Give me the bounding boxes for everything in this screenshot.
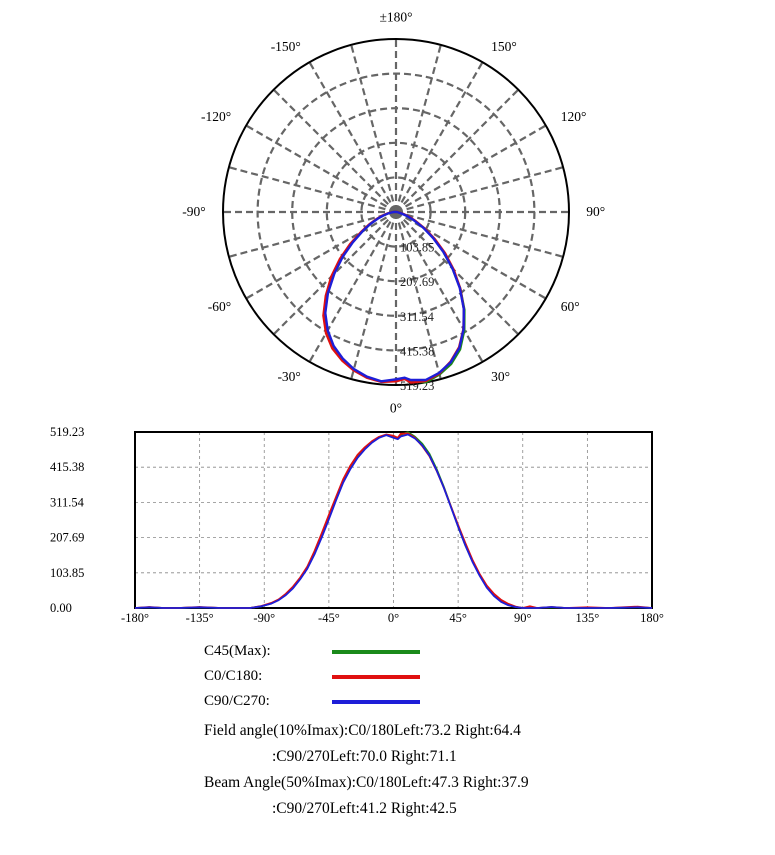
polar-spoke-285 (228, 210, 397, 258)
beam-angle-c0-line: Beam Angle(50%Imax):C0/180Left:47.3 Righ… (204, 774, 529, 791)
polar-spoke-105 (395, 166, 564, 214)
legend-label-c45: C45(Max): (204, 643, 271, 659)
polar-spoke-330 (308, 211, 397, 363)
polar-spoke-345 (350, 211, 398, 380)
legend-item-c45: C45(Max): (204, 640, 664, 665)
polar-radial-label-3: 415.38 (400, 344, 434, 358)
polar-spoke-210 (308, 61, 397, 213)
polar-spoke-150 (395, 61, 484, 213)
polar-spoke-225 (272, 88, 397, 213)
cart-xtick-label-5: 45° (449, 611, 467, 625)
legend-item-c0-c180: C0/C180: (204, 665, 664, 690)
polar-spoke-30 (395, 211, 484, 363)
polar-spoke-15 (394, 211, 442, 380)
polar-spoke-75 (395, 210, 564, 258)
legend-swatch-c0-c180 (332, 675, 420, 679)
polar-spoke-195 (350, 44, 398, 213)
cart-ytick-label-3: 311.54 (50, 495, 85, 509)
field-angle-c90-line: :C90/270Left:70.0 Right:71.1 (272, 748, 457, 765)
polar-angle-label-5: 30° (491, 369, 510, 384)
polar-spoke-135 (395, 88, 520, 213)
legend: C45(Max): C0/C180: C90/C270: (204, 640, 664, 715)
cart-series-1 (134, 432, 653, 609)
polar-series-1 (322, 210, 465, 384)
cart-series-2 (134, 433, 653, 609)
polar-angle-label-1: 150° (491, 39, 517, 54)
polar-series-0 (323, 210, 466, 384)
beam-angle-c90-line: :C90/270Left:41.2 Right:42.5 (272, 800, 457, 817)
polar-angle-label-10: -120° (201, 109, 231, 124)
polar-angle-label-9: -90° (182, 204, 205, 219)
polar-angle-label-11: -150° (271, 39, 301, 54)
cart-ytick-label-4: 415.38 (50, 460, 84, 474)
polar-radial-label-0: 103.85 (400, 241, 434, 255)
polar-spoke-315 (272, 211, 397, 336)
polar-intensity-chart: 103.85207.69311.54415.38519.23±180°150°1… (182, 10, 605, 416)
polar-angle-label-2: 120° (561, 109, 587, 124)
cart-xtick-label-2: -90° (253, 611, 275, 625)
beam-info: Field angle(10%Imax):C0/180Left:73.2 Rig… (204, 718, 529, 822)
polar-spoke-255 (228, 166, 397, 214)
polar-radial-label-2: 311.54 (400, 310, 435, 324)
cart-xtick-label-0: -180° (121, 611, 149, 625)
cartesian-intensity-chart: 0.00 103.85 207.69 311.54 415.38 519.23 -180° -… (50, 425, 664, 625)
legend-label-c90-c270: C90/C270: (204, 693, 270, 709)
field-angle-c0-line: Field angle(10%Imax):C0/180Left:73.2 Rig… (204, 722, 521, 739)
polar-angle-label-8: -60° (208, 299, 231, 314)
polar-spoke-300 (245, 211, 397, 300)
cart-xtick-label-1: -135° (186, 611, 214, 625)
polar-spoke-120 (395, 124, 547, 213)
cart-xtick-label-7: 135° (576, 611, 600, 625)
polar-radial-label-1: 207.69 (400, 275, 434, 289)
polar-spoke-165 (394, 44, 442, 213)
polar-angle-label-3: 90° (586, 204, 605, 219)
polar-angle-label-7: -30° (277, 369, 300, 384)
polar-spoke-45 (395, 211, 520, 336)
cart-xtick-label-8: 180° (640, 611, 664, 625)
polar-angle-label-6: 0° (390, 400, 402, 415)
legend-swatch-c45 (332, 650, 420, 654)
polar-angle-label-4: 60° (561, 299, 580, 314)
legend-item-c90-c270: C90/C270: (204, 690, 664, 715)
cart-frame (134, 431, 653, 609)
polar-angle-label-0: ±180° (379, 10, 412, 25)
polar-outer-circle (222, 38, 570, 386)
polar-series-2 (324, 210, 465, 383)
polar-spoke-240 (245, 124, 397, 213)
cart-xtick-label-3: -45° (318, 611, 340, 625)
legend-label-c0-c180: C0/C180: (204, 668, 263, 684)
cart-xtick-label-6: 90° (514, 611, 532, 625)
cart-ytick-label-0: 0.00 (50, 601, 72, 615)
cart-xtick-label-4: 0° (388, 611, 399, 625)
cart-ytick-label-5: 519.23 (50, 425, 84, 439)
legend-swatch-c90-c270 (332, 700, 420, 704)
cart-ytick-label-2: 207.69 (50, 531, 84, 545)
cart-ytick-label-1: 103.85 (50, 566, 84, 580)
